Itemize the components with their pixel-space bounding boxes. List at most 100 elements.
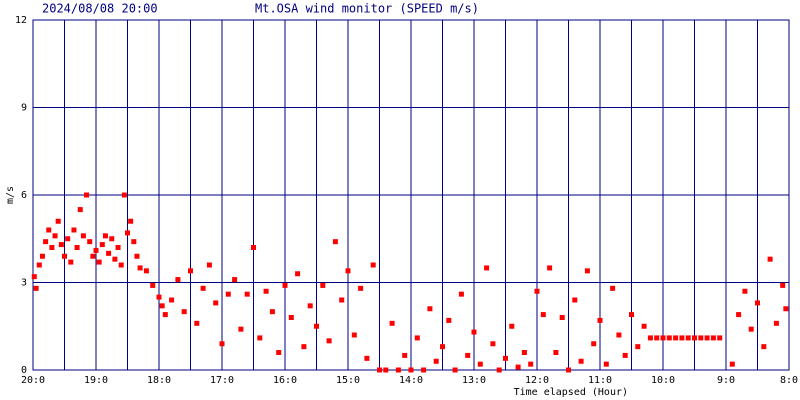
data-point [540,312,546,318]
data-point [90,253,96,259]
data-point [320,282,326,288]
x-tick-label: 17:0 [210,375,234,386]
data-point [698,335,704,341]
data-point [307,303,313,309]
data-point [62,253,67,259]
data-point [244,291,250,297]
data-point [225,291,231,297]
y-tick-label: 9 [21,103,27,114]
data-point [128,218,134,224]
data-point [553,350,559,355]
data-point [43,239,49,245]
data-point [364,355,370,361]
y-tick-label: 6 [21,190,27,201]
data-point [597,317,603,323]
data-point [238,326,244,332]
data-point [232,277,238,283]
data-point [484,265,490,271]
data-point [301,344,307,350]
x-tick-label: 20:0 [21,375,45,386]
x-tick-label: 8:0 [780,375,798,386]
data-point [692,335,697,341]
data-point [93,247,99,253]
data-point [780,282,786,288]
data-point [137,265,143,271]
data-point [332,239,338,245]
data-point [547,265,553,271]
x-tick-label: 18:0 [147,375,171,386]
data-point [49,245,55,250]
data-point [131,239,137,245]
data-point [647,335,653,341]
data-point [477,361,483,367]
y-axis-label: m/s [5,186,16,204]
y-tick-label: 3 [21,278,27,289]
x-tick-label: 16:0 [273,375,297,386]
data-point [654,335,660,341]
data-point [52,233,58,239]
data-point [515,364,521,370]
data-point [65,236,71,242]
data-point [509,323,515,329]
data-point [326,338,332,344]
data-point [666,335,672,341]
x-tick-label: 11:0 [588,375,612,386]
data-point [55,218,61,224]
data-point [80,233,86,239]
data-point [134,253,140,259]
data-point [584,268,590,274]
data-point [96,259,102,265]
data-point [616,332,622,338]
data-point [188,268,193,274]
data-point [704,335,710,341]
data-point [118,262,124,268]
data-point [427,306,433,312]
data-point [717,335,723,341]
data-point [622,352,628,358]
data-point [685,335,691,341]
data-point [566,367,571,373]
data-point [109,236,115,242]
data-point [729,361,735,367]
chart-date: 2024/08/08 20:00 [42,2,158,16]
data-point [339,297,345,303]
data-point [452,367,458,373]
data-point [559,315,565,320]
data-point [433,358,439,364]
data-point [503,355,508,361]
data-point [458,291,464,297]
data-point [87,239,93,245]
data-point [673,335,679,341]
data-point [200,285,206,291]
data-point [33,285,39,291]
data-point [471,329,477,335]
data-point [370,262,376,268]
data-point [377,367,382,373]
data-point [156,294,162,300]
data-point [465,352,471,358]
data-point [572,297,578,303]
y-tick-label: 12 [15,15,27,26]
data-point [159,303,165,309]
data-point [440,344,445,350]
data-point [112,256,118,262]
data-point [629,312,634,318]
data-point [345,268,351,274]
data-point [748,326,754,332]
data-point [276,350,282,355]
data-point [389,320,395,326]
y-tick-label: 0 [21,365,27,376]
data-point [761,344,767,350]
data-point [736,312,742,318]
data-point [521,350,527,355]
data-point [351,332,357,338]
data-point [74,245,80,250]
data-point [742,288,748,294]
data-point [383,367,389,373]
data-point [635,344,641,350]
data-point [71,227,77,233]
data-point [282,282,288,288]
data-point [641,323,647,329]
data-point [84,192,90,198]
data-point [162,312,168,318]
